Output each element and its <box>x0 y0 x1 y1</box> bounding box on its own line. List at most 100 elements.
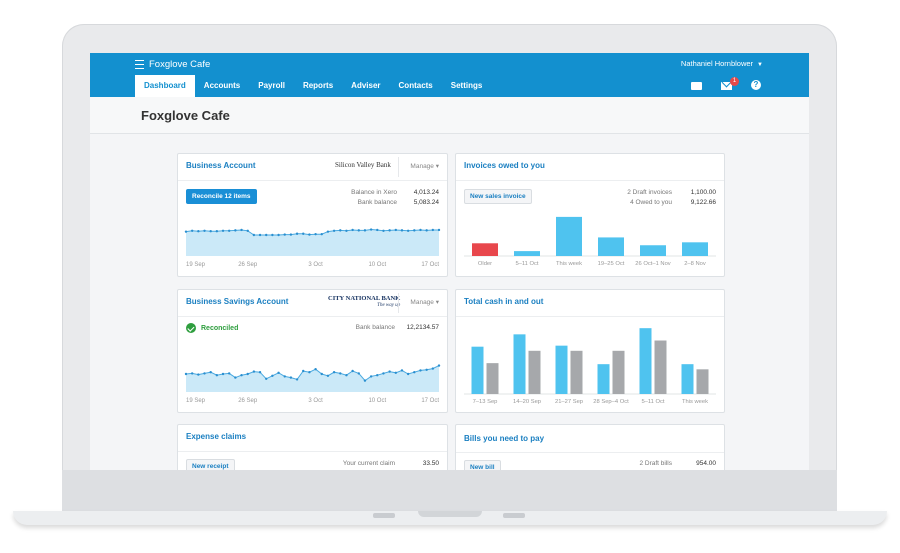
data-point <box>357 372 360 375</box>
bills-title[interactable]: Bills you need to pay <box>464 434 545 443</box>
current-claim-label: Your current claim <box>342 460 395 467</box>
owed-label[interactable]: 4 Owed to you <box>630 199 672 206</box>
tab-reports[interactable]: Reports <box>302 81 334 90</box>
user-menu[interactable]: Nathaniel Hornblower ▼ <box>681 59 763 68</box>
bar <box>570 350 583 394</box>
bank-balance-label: Bank balance <box>355 324 395 331</box>
balance-xero-label: Balance in Xero <box>351 189 397 196</box>
business-account-chart: 19 Sep 26 Sep 3 Oct 10 Oct 17 Oct <box>184 228 441 268</box>
data-point <box>277 233 280 237</box>
data-point <box>419 369 422 372</box>
x-tick-label: 19 Sep <box>186 398 206 404</box>
x-tick-label: 28 Sep–4 Oct <box>593 399 629 405</box>
x-tick-label: 5–11 Oct <box>515 261 538 267</box>
data-point <box>431 228 435 232</box>
tab-payroll[interactable]: Payroll <box>258 81 285 90</box>
draft-invoices-label[interactable]: 2 Draft invoices <box>627 189 672 196</box>
reconcile-button[interactable]: Reconcile 12 items <box>186 189 257 204</box>
data-point <box>314 232 317 236</box>
files-button[interactable] <box>691 80 703 90</box>
user-name: Nathaniel Hornblower <box>680 59 754 68</box>
data-point <box>258 233 262 237</box>
divider <box>178 180 447 181</box>
data-point <box>351 228 354 232</box>
draft-bills-label[interactable]: 2 Draft bills <box>639 460 672 467</box>
data-point <box>265 377 268 380</box>
savings-account-title[interactable]: Business Savings Account <box>186 297 289 306</box>
help-button[interactable]: ? <box>751 80 763 90</box>
invoices-chart: Older 5–11 Oct This week 19–25 Oct 26 Oct–1 … <box>464 216 716 267</box>
data-point <box>197 230 200 233</box>
data-point <box>339 229 342 232</box>
data-point <box>209 230 212 233</box>
org-switcher[interactable]: Foxglove Cafe <box>135 59 210 70</box>
notification-badge: 1 <box>730 77 739 86</box>
area-fill <box>186 365 439 392</box>
tab-contacts[interactable]: Contacts <box>398 81 433 90</box>
bar <box>556 216 582 256</box>
bank-logo: CITY NATIONAL BANK The way up <box>328 295 400 309</box>
bar <box>681 364 694 394</box>
data-point <box>314 368 317 371</box>
data-point <box>406 229 410 232</box>
tab-settings[interactable]: Settings <box>450 81 483 90</box>
data-point <box>252 233 256 237</box>
manage-dropdown[interactable]: Manage ▾ <box>410 299 439 306</box>
data-point <box>203 372 206 375</box>
bar <box>514 251 540 256</box>
business-account-title[interactable]: Business Account <box>186 161 256 170</box>
mail-button[interactable]: 1 <box>721 77 739 90</box>
new-sales-invoice-button[interactable]: New sales invoice <box>464 189 532 204</box>
tab-dashboard[interactable]: Dashboard <box>135 75 195 97</box>
data-point <box>394 371 398 374</box>
manage-dropdown[interactable]: Manage ▾ <box>410 163 439 170</box>
tab-accounts[interactable]: Accounts <box>203 81 241 90</box>
bar <box>696 369 709 394</box>
divider <box>178 316 447 317</box>
divider <box>398 157 399 177</box>
data-point <box>425 368 428 371</box>
data-point <box>271 233 274 237</box>
laptop-hinge <box>373 513 395 518</box>
x-tick-label: 10 Oct <box>368 398 386 404</box>
data-point <box>221 372 225 376</box>
bar <box>654 340 667 394</box>
bank-balance-value: 5,083.24 <box>413 199 439 206</box>
data-point <box>431 367 435 370</box>
data-point <box>437 364 441 367</box>
laptop-notch <box>418 511 482 517</box>
expense-claims-widget: Expense claims New receipt Your current … <box>177 424 448 470</box>
data-point <box>246 229 249 232</box>
files-icon <box>691 82 702 90</box>
page-title: Foxglove Cafe <box>141 108 230 123</box>
bar <box>640 245 666 256</box>
bar <box>513 334 526 394</box>
invoices-title[interactable]: Invoices owed to you <box>464 161 545 170</box>
divider <box>398 293 399 313</box>
data-point <box>320 372 323 376</box>
data-point <box>388 229 391 232</box>
new-bill-button[interactable]: New bill <box>464 460 501 470</box>
menu-icon[interactable] <box>135 60 144 69</box>
tab-adviser[interactable]: Adviser <box>351 81 381 90</box>
expense-claims-title[interactable]: Expense claims <box>186 432 247 441</box>
data-point <box>351 369 354 373</box>
new-receipt-button[interactable]: New receipt <box>186 459 235 470</box>
laptop-hinge <box>503 513 525 518</box>
x-tick-label: 26 Sep <box>238 398 258 404</box>
invoices-widget: Invoices owed to you New sales invoice 2… <box>455 153 725 277</box>
x-tick-label: Older <box>478 261 492 267</box>
mail-icon <box>721 82 732 90</box>
data-point <box>197 373 200 376</box>
x-tick-label: 19 Sep <box>186 262 206 268</box>
data-point <box>400 229 404 232</box>
header-icons: 1 ? <box>691 77 763 90</box>
x-tick-label: 14–20 Sep <box>513 399 541 405</box>
data-point <box>320 232 323 236</box>
cash-title[interactable]: Total cash in and out <box>464 297 544 306</box>
data-point <box>234 376 237 379</box>
data-point <box>252 370 256 373</box>
data-point <box>258 371 262 374</box>
x-tick-label: 26 Oct–1 Nov <box>635 261 671 267</box>
data-point <box>227 229 231 232</box>
